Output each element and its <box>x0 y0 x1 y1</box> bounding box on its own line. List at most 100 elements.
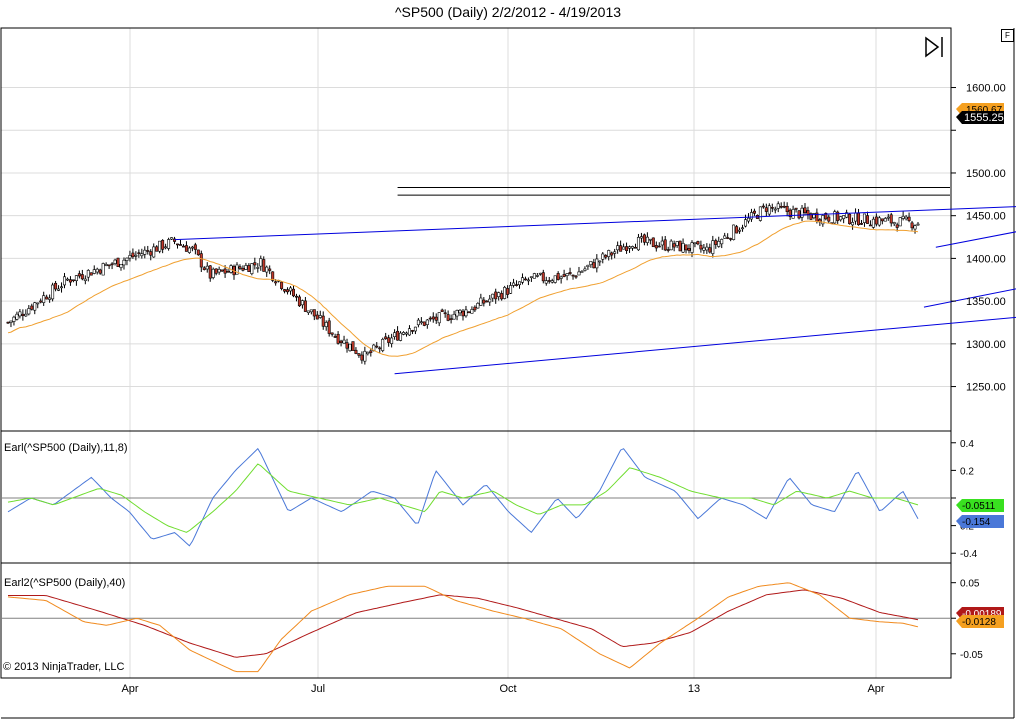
candle-body <box>113 259 117 264</box>
candle-body <box>422 321 426 326</box>
candle-body <box>211 268 215 278</box>
grid <box>1 28 951 678</box>
candle-body <box>821 215 825 225</box>
candle-body <box>833 211 837 224</box>
y-tick-label: 1450.00 <box>966 211 1006 223</box>
candle-body <box>532 273 536 279</box>
candle-body <box>399 332 403 341</box>
candle-body <box>595 258 599 269</box>
candle-body <box>74 275 78 282</box>
skip-to-end-icon[interactable] <box>925 36 943 58</box>
candle-body <box>592 262 596 269</box>
f-button[interactable]: F <box>1001 29 1014 42</box>
candle-body <box>327 320 331 334</box>
candle-body <box>158 240 162 252</box>
earl2-panel <box>1 582 951 673</box>
candle-body <box>842 215 846 219</box>
candle-body <box>217 269 221 273</box>
candle-body <box>333 336 337 338</box>
candle-body <box>369 350 373 353</box>
x-tick-label: Oct <box>499 683 516 695</box>
candle-body <box>491 293 495 299</box>
candle-body <box>526 279 530 282</box>
y-tick-label: 0.4 <box>960 439 974 450</box>
candle-body <box>547 280 551 282</box>
candle-body <box>431 316 435 320</box>
candle-body <box>735 226 739 234</box>
candle-body <box>419 321 423 324</box>
candle-body <box>803 207 807 214</box>
candle-body <box>184 245 188 252</box>
candle-body <box>541 272 545 282</box>
candle-body <box>476 302 480 309</box>
candle-body <box>509 285 513 294</box>
candle-body <box>366 351 370 355</box>
candle-body <box>440 309 444 312</box>
candle-body <box>723 235 727 239</box>
candle-body <box>636 237 640 251</box>
candle-body <box>675 241 679 246</box>
candle-body <box>696 241 700 245</box>
sma-line <box>7 220 919 357</box>
candle-body <box>140 253 144 257</box>
y-tick-label: 1250.00 <box>966 382 1006 394</box>
candle-body <box>776 203 780 209</box>
candle-body <box>321 315 325 327</box>
candle-body <box>280 281 284 289</box>
candle-body <box>859 223 863 225</box>
earl-panel-label: Earl(^SP500 (Daily),11,8) <box>4 442 128 454</box>
candle-body <box>446 314 450 321</box>
candle-body <box>642 234 646 243</box>
candle-body <box>741 227 745 230</box>
candle-body <box>60 286 64 289</box>
indicator-line <box>8 589 919 658</box>
candle-body <box>63 276 67 286</box>
candle-body <box>33 302 37 311</box>
candle-body <box>916 223 920 226</box>
candle-body <box>250 263 254 275</box>
earl2-panel-label: Earl2(^SP500 (Daily),40) <box>4 577 125 589</box>
candle-body <box>574 275 578 278</box>
candle-body <box>746 217 750 222</box>
candle-body <box>586 264 590 267</box>
candle-body <box>568 272 572 274</box>
candle-body <box>556 273 560 280</box>
candle-body <box>458 309 462 314</box>
candle-body <box>65 278 69 281</box>
candle-body <box>705 246 709 251</box>
candle-body <box>874 216 878 225</box>
candle-body <box>895 224 899 228</box>
candle-body <box>809 213 813 220</box>
candle-body <box>651 237 655 248</box>
candle-body <box>613 251 617 254</box>
candle-body <box>812 213 816 219</box>
candle-body <box>425 319 429 325</box>
candle-body <box>173 238 177 242</box>
value-badge-label: -0.154 <box>962 517 991 528</box>
candle-body <box>559 276 563 279</box>
candle-body <box>601 253 605 260</box>
candle-body <box>268 268 272 271</box>
candle-body <box>625 246 629 251</box>
candle-body <box>907 216 911 221</box>
candle-body <box>839 216 843 221</box>
candle-body <box>187 247 191 253</box>
candle-body <box>616 245 620 251</box>
panel-frames <box>0 27 1015 719</box>
candle-body <box>711 240 715 254</box>
y-tick-label: 1350.00 <box>966 296 1006 308</box>
candle-body <box>387 337 391 343</box>
candle-body <box>669 240 673 251</box>
candle-body <box>862 213 866 223</box>
candle-body <box>565 273 569 277</box>
candle-body <box>393 332 397 338</box>
last-price-badge <box>956 111 1004 124</box>
candle-body <box>119 263 123 268</box>
candle-body <box>241 267 245 271</box>
candle-body <box>672 243 676 248</box>
candle-body <box>690 242 694 253</box>
candle-body <box>404 332 408 335</box>
indicator-line <box>7 582 919 673</box>
last-price-label: 1555.25 <box>964 112 1004 124</box>
